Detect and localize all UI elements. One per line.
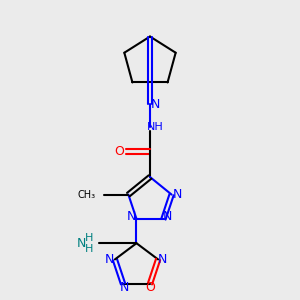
Text: H: H bbox=[85, 233, 93, 243]
Text: N: N bbox=[126, 210, 136, 223]
Text: N: N bbox=[120, 281, 129, 294]
Text: N: N bbox=[151, 98, 160, 111]
Text: O: O bbox=[114, 145, 124, 158]
Text: NH: NH bbox=[146, 122, 163, 132]
Text: H: H bbox=[85, 244, 93, 254]
Text: N: N bbox=[105, 253, 114, 266]
Text: O: O bbox=[145, 281, 155, 294]
Text: N: N bbox=[158, 253, 167, 266]
Text: N: N bbox=[172, 188, 182, 201]
Text: CH₃: CH₃ bbox=[78, 190, 96, 200]
Text: N: N bbox=[76, 237, 86, 250]
Text: N: N bbox=[163, 210, 172, 223]
